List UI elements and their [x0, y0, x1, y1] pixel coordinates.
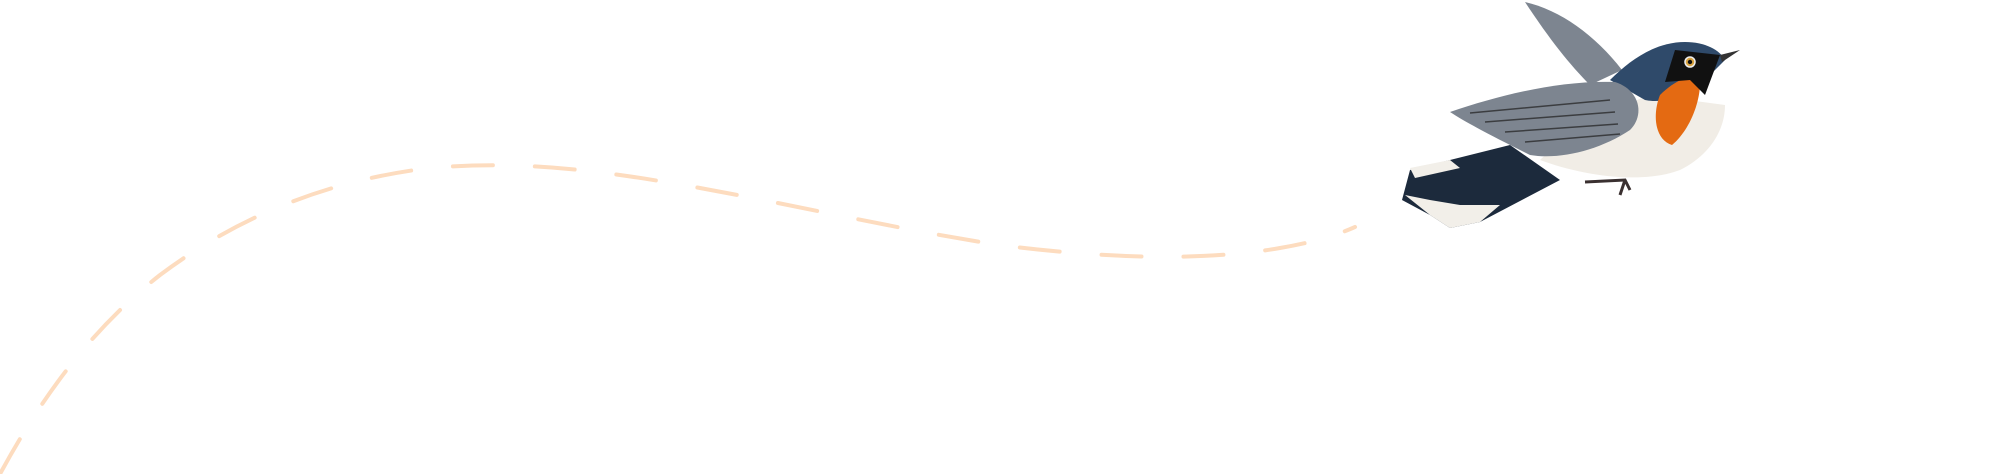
bird-icon	[1402, 2, 1740, 228]
dashed-flight-path	[0, 163, 1357, 474]
